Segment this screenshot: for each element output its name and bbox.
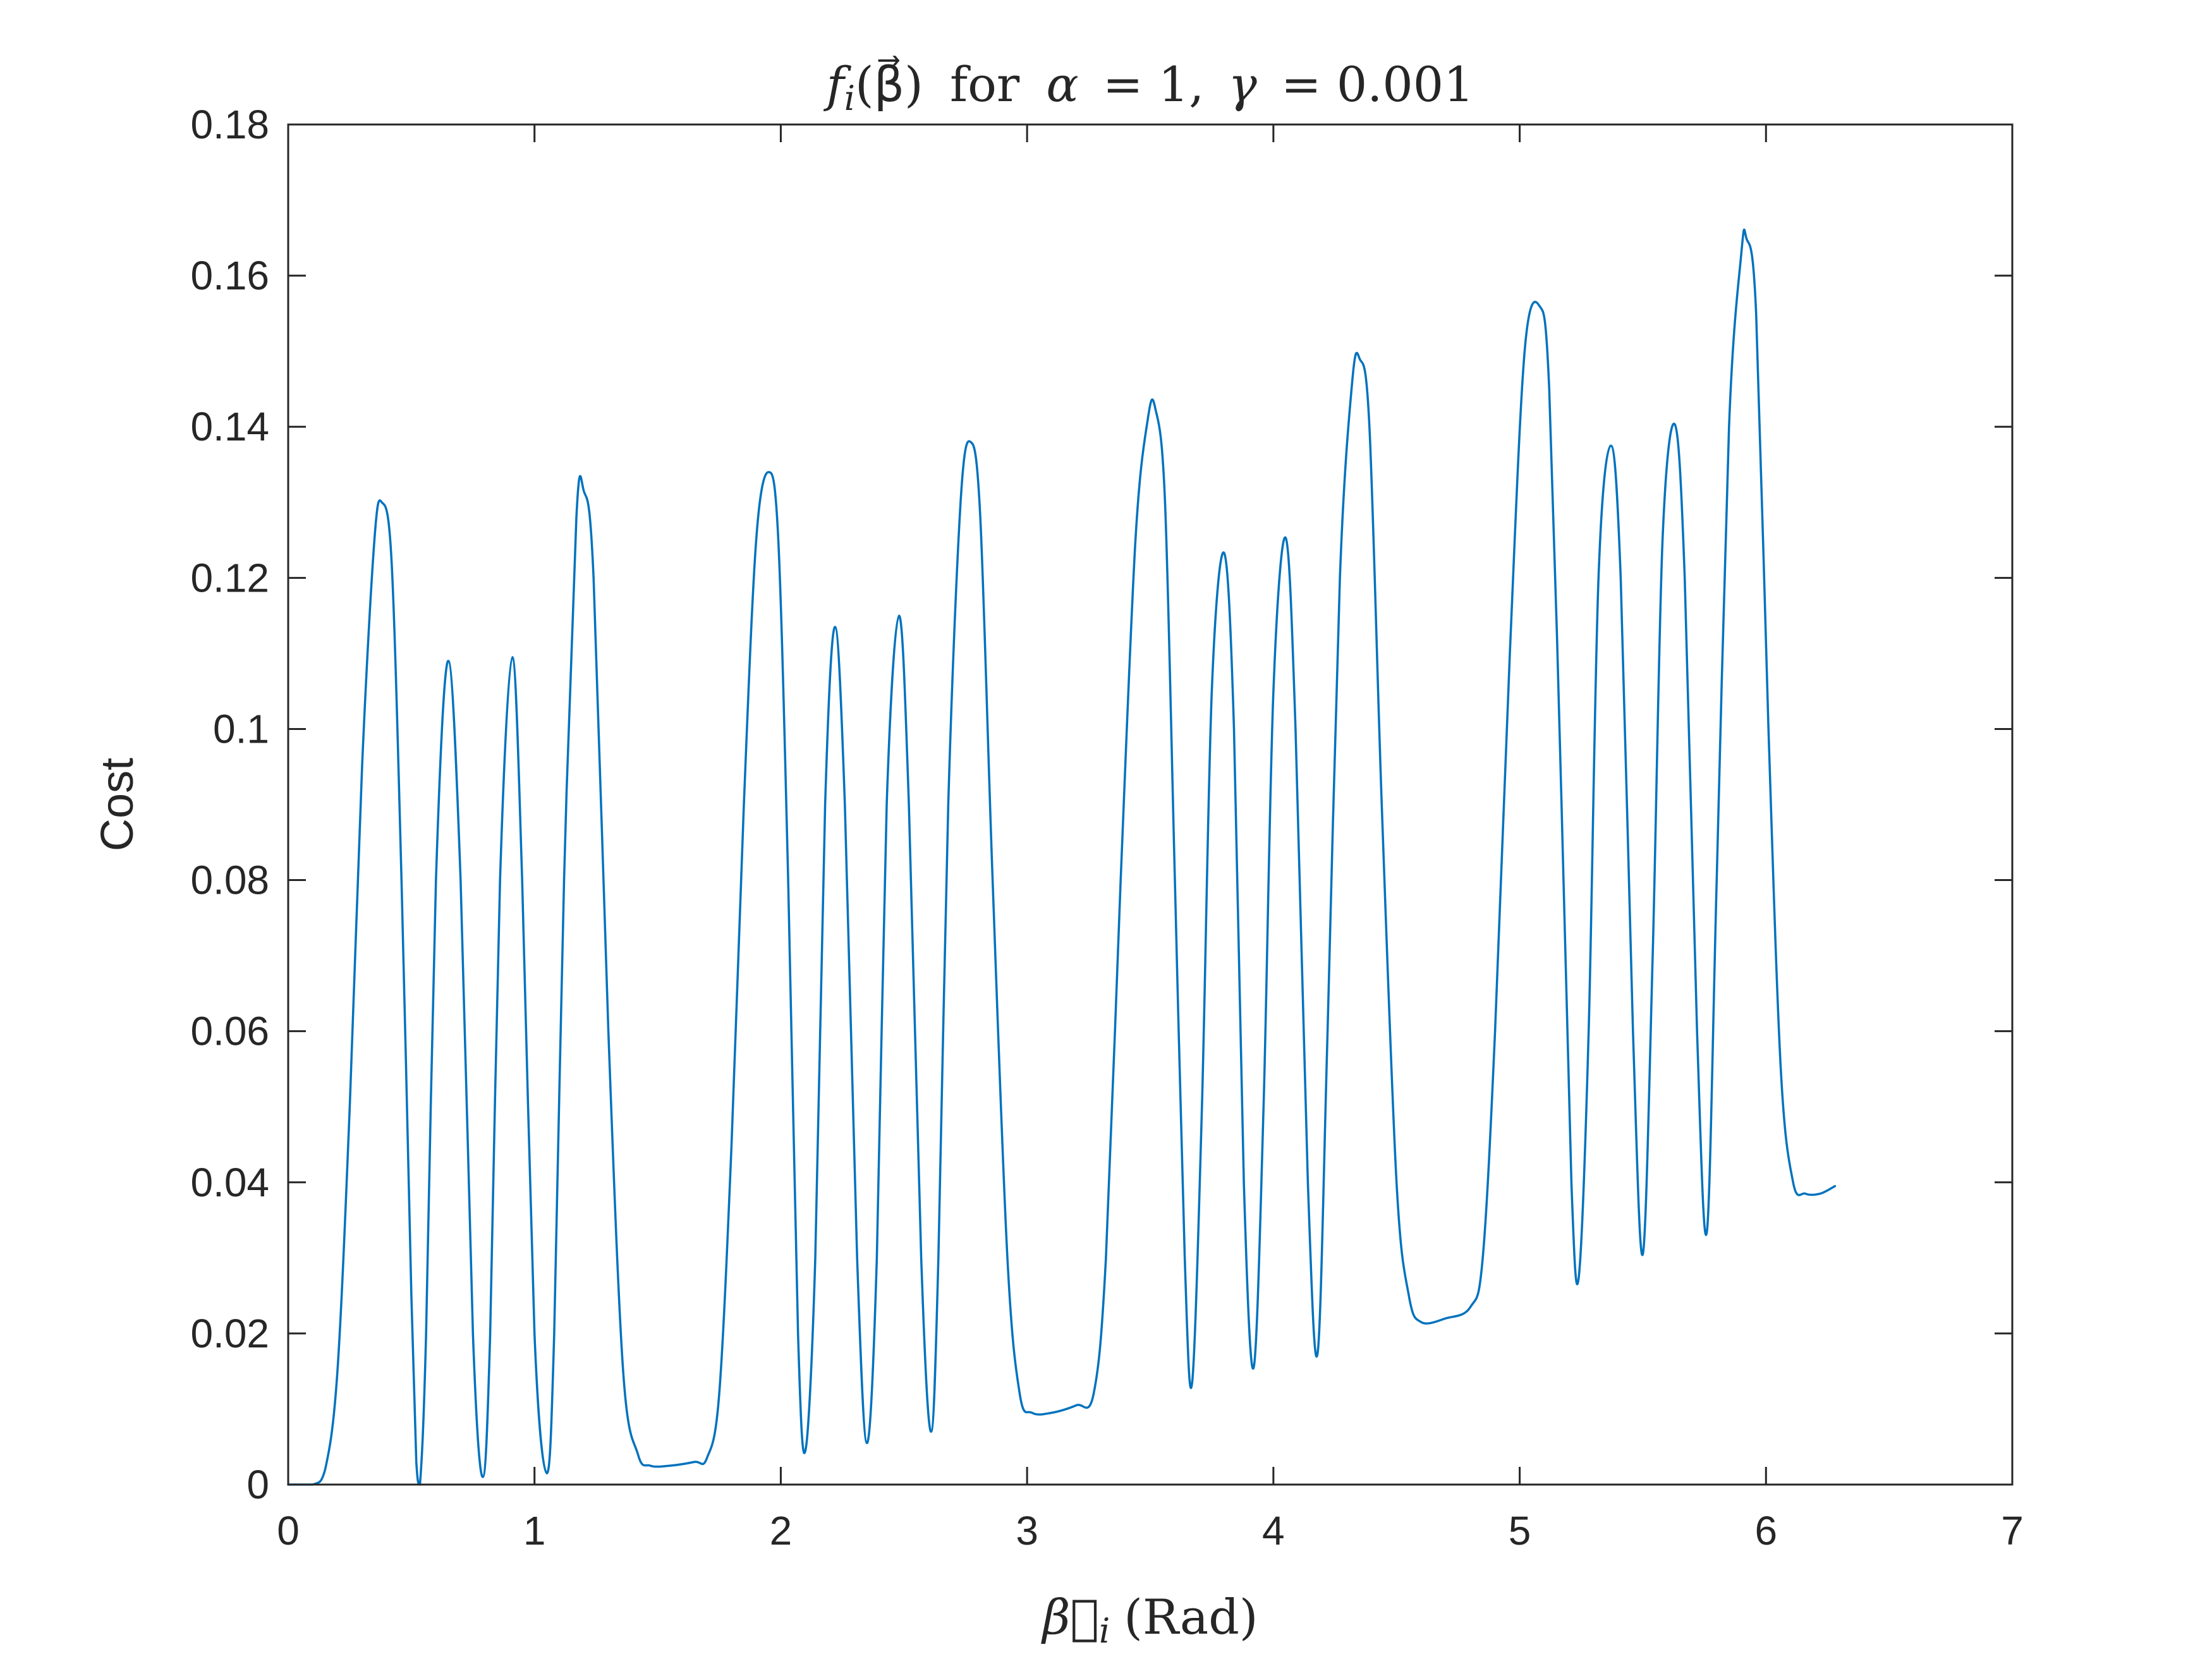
title-gamma: γ bbox=[1228, 56, 1257, 112]
x-tick-label: 0 bbox=[277, 1508, 300, 1553]
y-tick-label: 0.12 bbox=[190, 555, 269, 600]
y-tick-label: 0.02 bbox=[190, 1311, 269, 1356]
x-tick-label: 2 bbox=[770, 1508, 793, 1553]
y-tick-labels: 0 0.02 0.04 0.06 0.08 0.1 0.12 0.14 0.16 0.18 bbox=[190, 102, 269, 1507]
cost-series-line bbox=[287, 228, 1837, 1486]
title-alpha: α bbox=[1046, 56, 1078, 112]
y-axis-label: Cost bbox=[92, 758, 143, 851]
x-tick-label: 1 bbox=[523, 1508, 546, 1553]
x-tick-label: 6 bbox=[1754, 1508, 1777, 1553]
x-axis-label: β⃗i (Rad) bbox=[1040, 1589, 1258, 1651]
title-gamma-value: = 0.001 bbox=[1281, 56, 1474, 112]
title-sub-i: i bbox=[844, 78, 855, 118]
axes-box bbox=[287, 123, 2014, 1486]
x-tick-label: 3 bbox=[1016, 1508, 1038, 1553]
chart-title: fi(β⃗) for α = 1, γ = 0.001 bbox=[823, 56, 1474, 118]
y-tick-label: 0.04 bbox=[190, 1160, 269, 1205]
y-tick-label: 0.1 bbox=[213, 706, 269, 751]
xlabel-unit: (Rad) bbox=[1124, 1589, 1258, 1645]
y-tick-label: 0.14 bbox=[190, 404, 269, 449]
xlabel-beta: β⃗ bbox=[1040, 1589, 1099, 1645]
y-tick-label: 0 bbox=[246, 1462, 269, 1507]
plot-area bbox=[288, 125, 2012, 1485]
y-tick-label: 0.16 bbox=[190, 253, 269, 298]
y-tick-label: 0.18 bbox=[190, 102, 269, 147]
xlabel-sub-i: i bbox=[1099, 1611, 1110, 1651]
x-tick-label: 7 bbox=[2001, 1508, 2024, 1553]
x-tick-labels: 0 1 2 3 4 5 6 7 bbox=[277, 1508, 2024, 1553]
x-tick-label: 4 bbox=[1262, 1508, 1285, 1553]
title-alpha-value: = 1, bbox=[1103, 56, 1204, 112]
title-beta-arg: (β⃗) bbox=[855, 56, 923, 112]
y-tick-label: 0.08 bbox=[190, 858, 269, 903]
y-tick-label: 0.06 bbox=[190, 1009, 269, 1054]
x-tick-label: 5 bbox=[1509, 1508, 1531, 1553]
title-for: for bbox=[950, 56, 1020, 112]
